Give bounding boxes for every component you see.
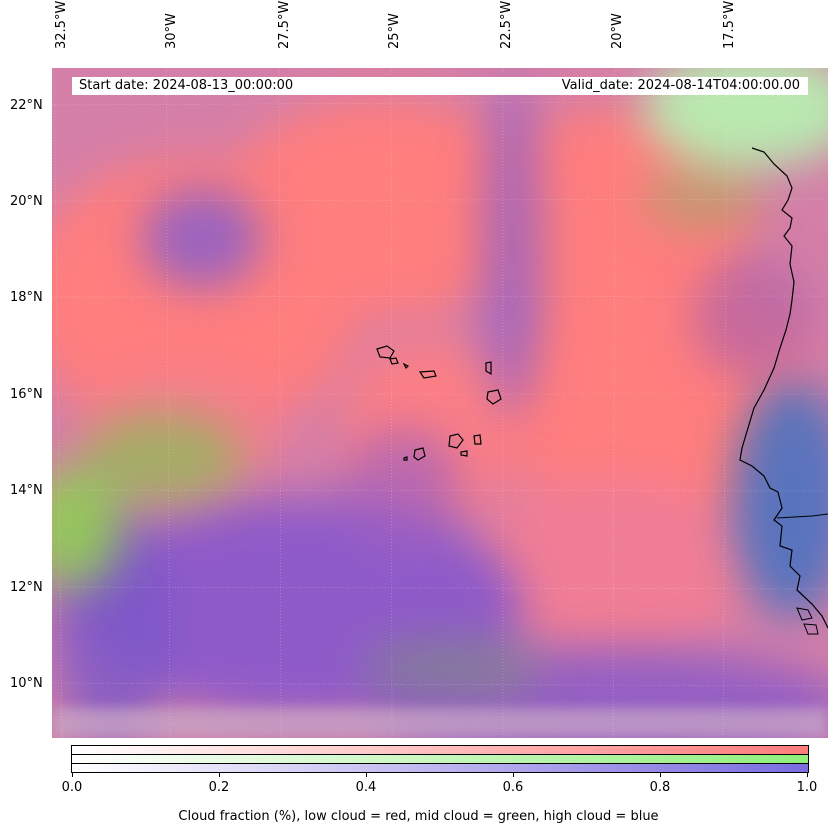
colorbar-tick-label: 0.0 [61,780,83,795]
lon-label-27-5w: 27.5°W [277,0,292,49]
lon-label-25w: 25°W [387,13,402,49]
lat-label-16n: 16°N [10,387,43,402]
colorbar-tick-label: 1.0 [796,780,818,795]
bottom-haze [52,708,828,738]
graticule [52,68,828,738]
date-info-bar: Start date: 2024-08-13_00:00:00 Valid_da… [72,77,808,95]
lat-label-12n: 12°N [10,580,43,595]
colorbar-tick [72,773,73,777]
lon-label-22-5w: 22.5°W [499,0,514,49]
lon-label-32-5w: 32.5°W [54,0,69,49]
high-cloud-colorbar [71,763,809,773]
lat-label-14n: 14°N [10,483,43,498]
colorbar-tick-label: 0.6 [502,780,524,795]
cape-verde-islands [376,345,502,461]
colorbar-caption: Cloud fraction (%), low cloud = red, mid… [178,809,659,824]
colorbar-tick [513,773,514,777]
colorbar-tick-label: 0.8 [649,780,671,795]
colorbar-tick [807,773,808,777]
gambia-river [776,513,828,519]
colorbar-tick [219,773,220,777]
cloud-fraction-map [52,68,828,738]
low-cloud-layer [52,98,802,658]
colorbar-tick [660,773,661,777]
african-coastline [739,147,828,629]
colorbar-tick-label: 0.2 [208,780,230,795]
colorbar-group [71,745,809,773]
colorbar-tick-label: 0.4 [355,780,377,795]
bijagos-islands [796,607,819,635]
colorbar-tick [366,773,367,777]
lon-label-20w: 20°W [610,13,625,49]
lon-label-17-5w: 17.5°W [722,0,737,49]
start-date-label: Start date: 2024-08-13_00:00:00 [79,78,294,93]
lat-label-10n: 10°N [10,676,43,691]
map-canvas [52,68,828,738]
lat-label-22n: 22°N [10,98,43,113]
lat-label-20n: 20°N [10,194,43,209]
lon-label-30w: 30°W [164,13,179,49]
lat-label-18n: 18°N [10,290,43,305]
valid-date-label: Valid_date: 2024-08-14T04:00:00.00 [561,78,800,93]
